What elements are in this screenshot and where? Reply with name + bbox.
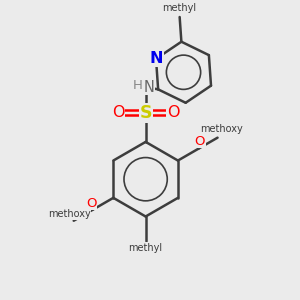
Text: O: O xyxy=(112,105,124,120)
Text: N: N xyxy=(144,80,155,94)
Text: methyl: methyl xyxy=(162,3,196,13)
Text: S: S xyxy=(140,104,152,122)
Text: H: H xyxy=(133,79,142,92)
Text: methyl: methyl xyxy=(129,243,163,253)
Text: O: O xyxy=(86,197,96,210)
Text: O: O xyxy=(195,135,205,148)
Text: O: O xyxy=(167,105,179,120)
Text: methoxy: methoxy xyxy=(200,124,243,134)
Text: methoxy: methoxy xyxy=(48,209,91,219)
Text: N: N xyxy=(149,51,163,66)
